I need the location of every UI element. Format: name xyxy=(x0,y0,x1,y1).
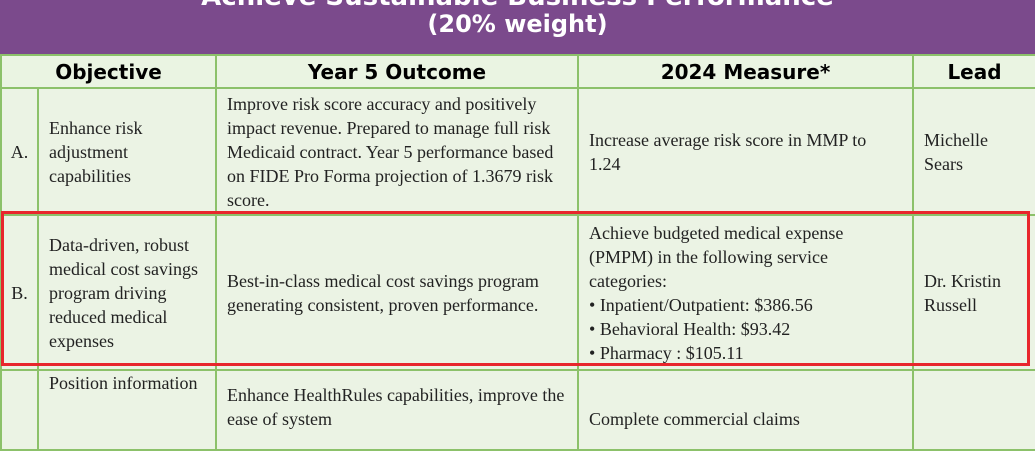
measure-item: Pharmacy : $105.11 xyxy=(589,341,902,365)
outcome-cell: Enhance HealthRules capabilities, improv… xyxy=(215,369,579,451)
objective-cell: Position information xyxy=(37,369,217,451)
table-row: B. Data-driven, robust medical cost savi… xyxy=(0,214,1035,371)
measure-cell: Complete commercial claims xyxy=(577,369,914,451)
header-lead: Lead xyxy=(912,54,1035,89)
row-letter xyxy=(0,369,39,451)
measure-item: Inpatient/Outpatient: $386.56 xyxy=(589,293,902,317)
table-row: Position information Enhance HealthRules… xyxy=(0,369,1035,451)
lead-cell xyxy=(912,369,1035,451)
measure-cell: Achieve budgeted medical expense (PMPM) … xyxy=(577,214,914,371)
outcome-cell: Improve risk score accuracy and positive… xyxy=(215,87,579,216)
row-letter: A. xyxy=(0,87,39,216)
objective-cell: Data-driven, robust medical cost savings… xyxy=(37,214,217,371)
outcome-cell: Best-in-class medical cost savings progr… xyxy=(215,214,579,371)
header-row: Objective Year 5 Outcome 2024 Measure* L… xyxy=(0,54,1035,89)
header-measure: 2024 Measure* xyxy=(577,54,914,89)
table-row: A. Enhance risk adjustment capabilities … xyxy=(0,87,1035,216)
section-title: Achieve Sustainable Business Performance xyxy=(0,0,1035,12)
measure-list: Inpatient/Outpatient: $386.56 Behavioral… xyxy=(589,293,902,365)
section-weight: (20% weight) xyxy=(427,10,608,38)
objectives-table: Objective Year 5 Outcome 2024 Measure* L… xyxy=(0,54,1035,451)
header-objective: Objective xyxy=(0,54,217,89)
lead-cell: Michelle Sears xyxy=(912,87,1035,216)
objective-cell: Enhance risk adjustment capabilities xyxy=(37,87,217,216)
measure-cell: Increase average risk score in MMP to 1.… xyxy=(577,87,914,216)
measure-item: Behavioral Health: $93.42 xyxy=(589,317,902,341)
lead-cell: Dr. Kristin Russell xyxy=(912,214,1035,371)
measure-intro: Achieve budgeted medical expense (PMPM) … xyxy=(589,222,844,291)
header-outcome: Year 5 Outcome xyxy=(215,54,579,89)
section-banner: Achieve Sustainable Business Performance… xyxy=(0,0,1035,54)
row-letter: B. xyxy=(0,214,39,371)
